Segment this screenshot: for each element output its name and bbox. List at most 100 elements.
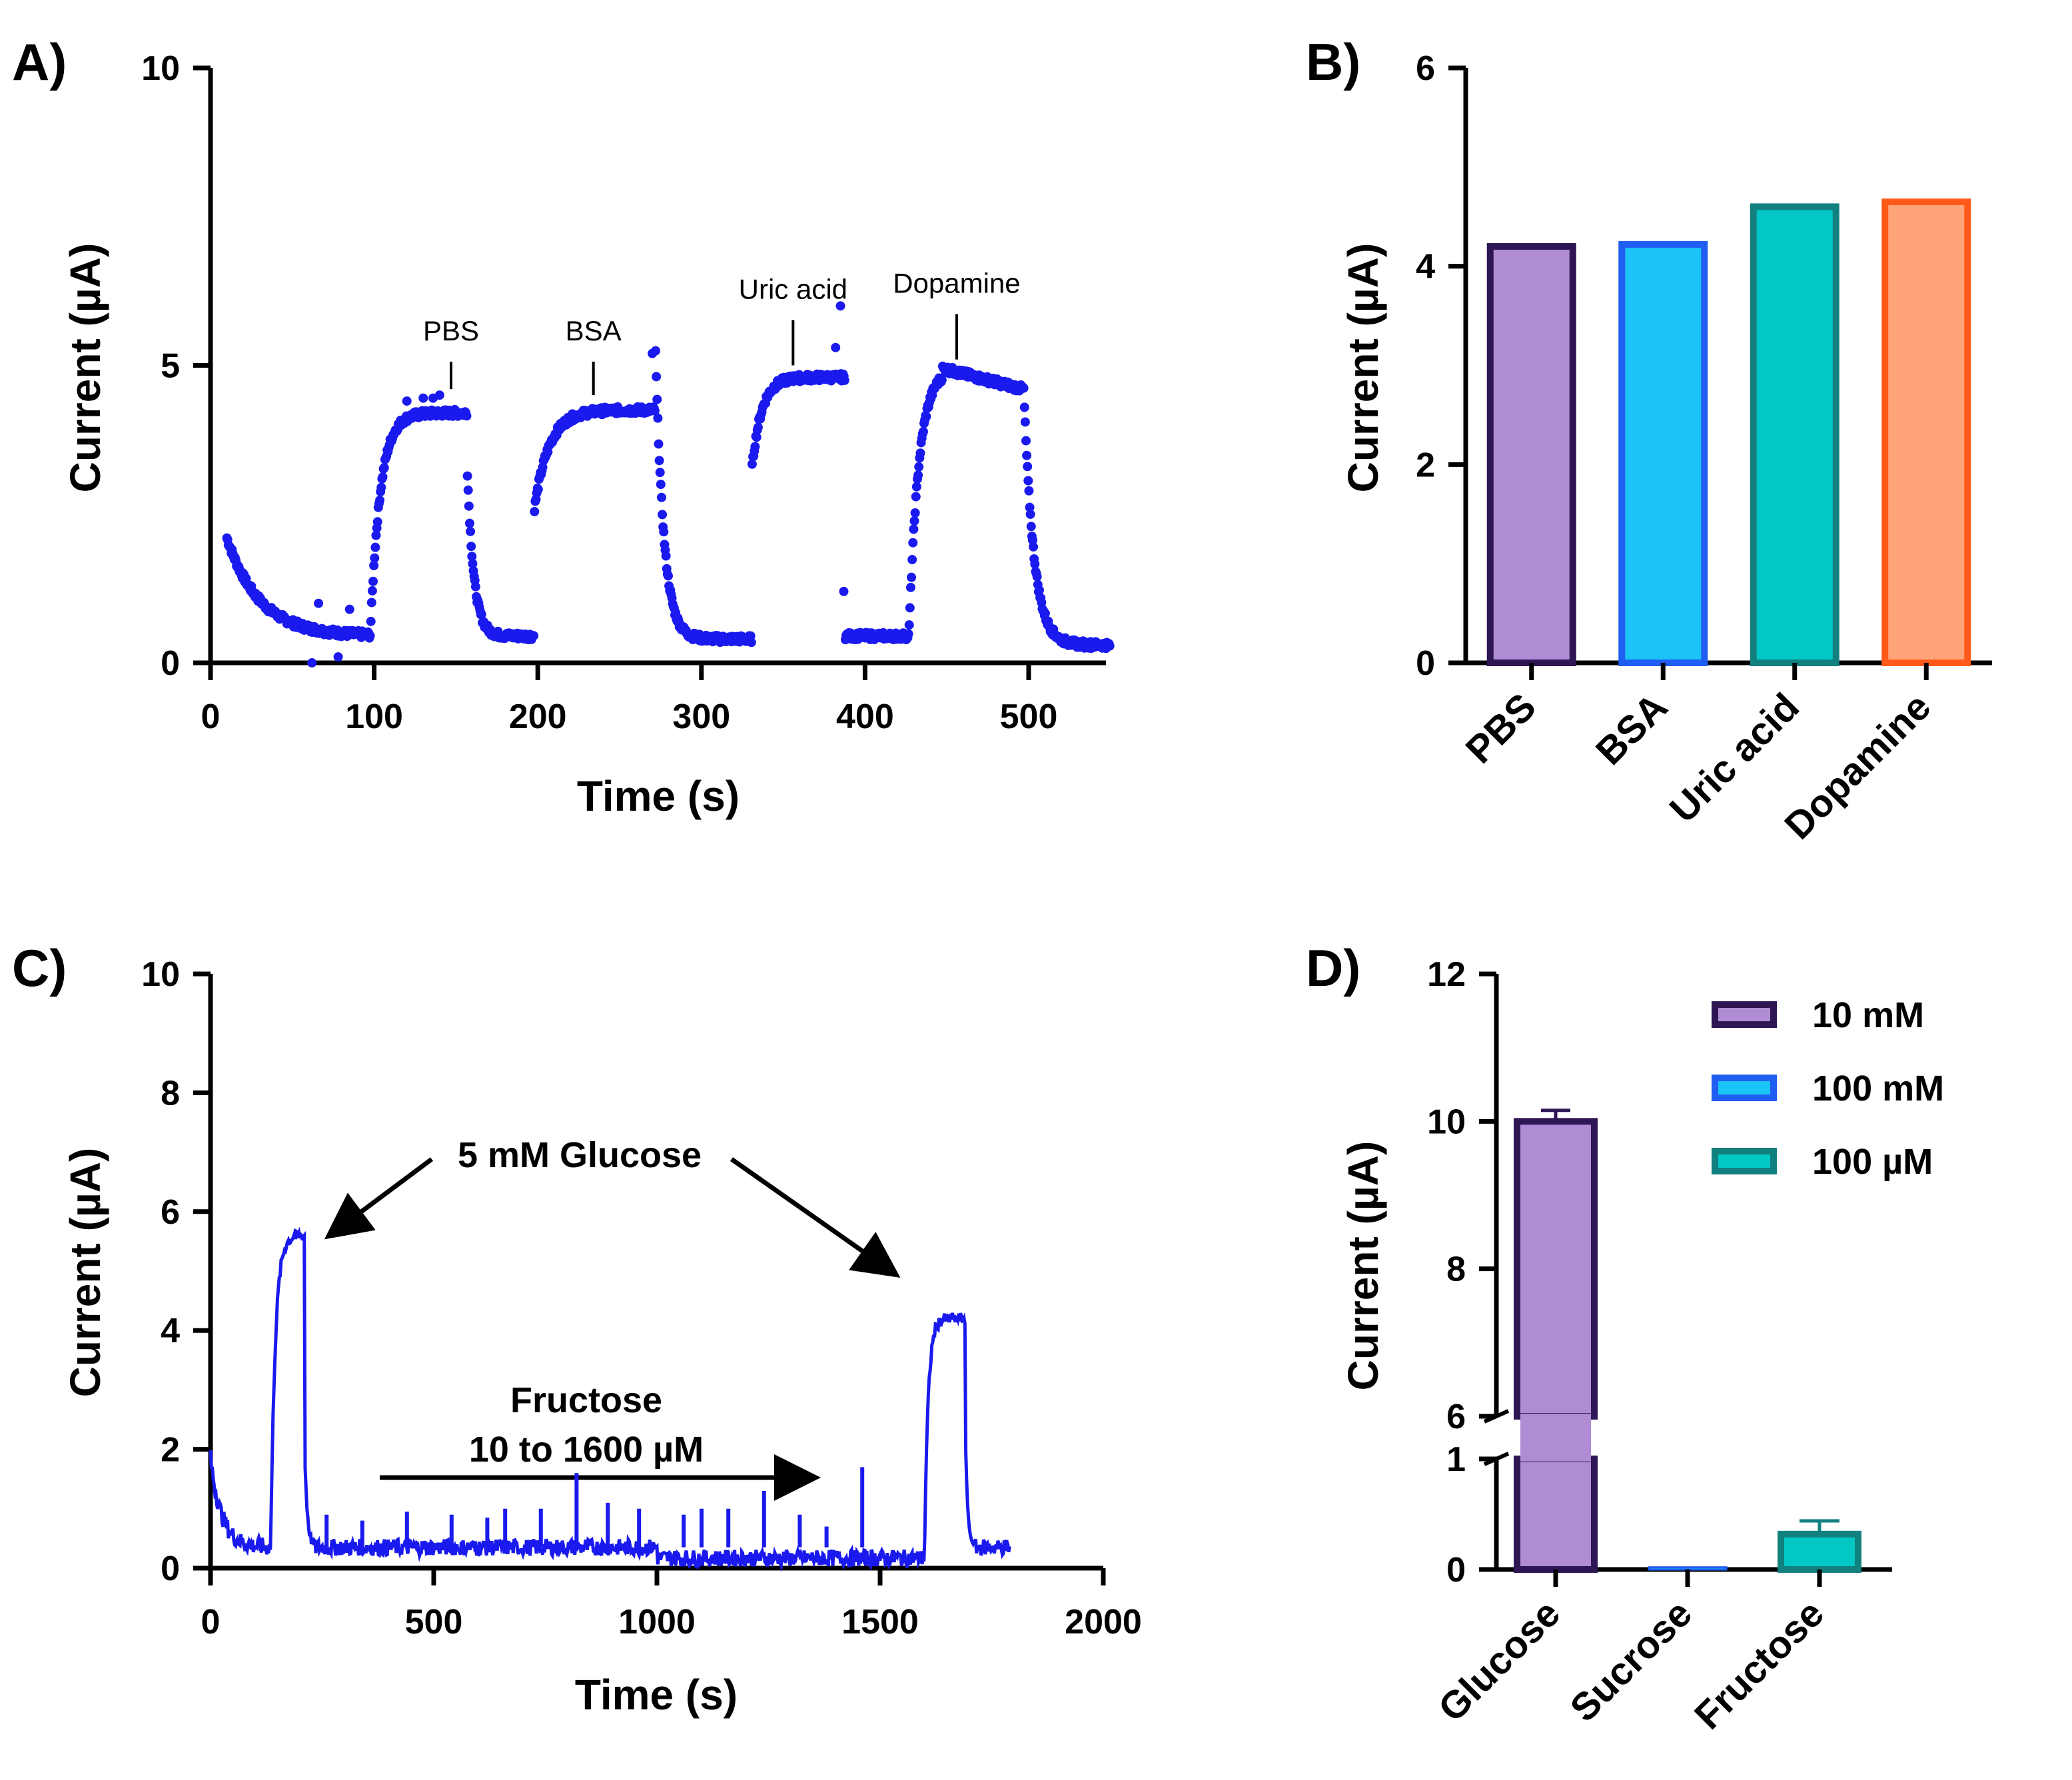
panel-d-bar-upper <box>1514 1118 1598 1420</box>
panel-a-point <box>370 553 380 563</box>
legend-label-100mm: 100 mM <box>1812 1069 1944 1109</box>
panel-a-point <box>533 484 543 494</box>
legend-label-100um: 100 µM <box>1812 1142 1933 1182</box>
panel-a-point <box>466 542 476 552</box>
panel-a-point <box>1105 641 1115 651</box>
panel-b-y-tick-label: 2 <box>1416 446 1435 484</box>
panel-a-x-tick-label: 300 <box>672 697 730 736</box>
panel-a-point <box>314 598 324 608</box>
panel-a-point <box>653 413 663 423</box>
panel-a-point <box>464 518 474 528</box>
panel-a-point <box>1023 462 1033 472</box>
panel-d-y-tick-label: 0 <box>1446 1551 1466 1589</box>
panel-a-x-tick-label: 100 <box>345 697 403 736</box>
panel-d-category-label: Sucrose <box>1562 1591 1700 1730</box>
panel-b-y-tick-label: 4 <box>1416 248 1435 286</box>
panel-d-bar <box>1648 1566 1728 1571</box>
panel-a-point <box>371 530 381 540</box>
panel-b-label: B) <box>1306 33 1360 91</box>
panel-a-y-tick-label: 5 <box>161 347 180 386</box>
panel-a-point <box>307 658 317 668</box>
panel-a-point <box>1020 417 1030 427</box>
panel-a-point <box>466 526 476 536</box>
panel-a-point <box>1023 476 1033 486</box>
panel-a-point <box>908 538 918 548</box>
panel-a-point <box>462 471 472 481</box>
panel-a-point <box>402 396 412 406</box>
panel-a-point <box>911 482 921 492</box>
panel-b-bar <box>1486 242 1576 666</box>
panel-c-arrow-glucose-2 <box>730 1157 901 1278</box>
legend-swatch-100um <box>1712 1148 1777 1174</box>
panel-d-y-tick-label: 12 <box>1427 955 1466 994</box>
legend-swatch-100mm <box>1712 1075 1777 1101</box>
panel-a-point <box>839 586 849 596</box>
panel-a-point <box>1021 436 1031 446</box>
panel-a-point <box>369 560 379 570</box>
panel-a-point <box>344 604 354 614</box>
panel-a-point <box>655 468 665 478</box>
panel-a-point <box>839 375 849 385</box>
panel-a-point <box>937 375 947 385</box>
panel-a-x-tick-label: 0 <box>201 697 221 736</box>
panel-a-point <box>463 485 473 495</box>
panel-a-point <box>747 459 757 469</box>
panel-c-y-tick-label: 6 <box>161 1193 180 1232</box>
panel-a-point <box>910 508 920 518</box>
panel-a-point <box>370 542 380 552</box>
panel-a-point <box>467 552 477 562</box>
panel-b-y-title: Current (µA) <box>1339 243 1387 493</box>
panel-a-point <box>1025 502 1035 512</box>
panel-a-point <box>905 603 915 613</box>
panel-a-point <box>652 372 662 382</box>
panel-a-point <box>903 629 913 639</box>
panel-c-y-tick-label: 10 <box>141 955 180 994</box>
panel-a-point <box>375 496 385 506</box>
panel-a-point <box>663 571 673 581</box>
panel-a-point <box>656 492 666 502</box>
panel-b-y-tick-label: 6 <box>1416 49 1435 88</box>
panel-c-x-title: Time (s) <box>575 1671 738 1719</box>
panel-a-point <box>1019 383 1029 393</box>
legend-swatch-10mm <box>1712 1001 1777 1028</box>
panel-a-point <box>367 586 377 596</box>
panel-d-y-tick-label: 6 <box>1446 1398 1466 1436</box>
panel-a-x-tick-label: 500 <box>1000 697 1058 736</box>
panel-b-category-label: BSA <box>1588 685 1676 773</box>
panel-a-y-title: Current (µA) <box>61 243 109 493</box>
panel-a-point <box>911 492 921 502</box>
panel-c-fructose-range-label: 10 to 1600 µM <box>469 1430 704 1470</box>
panel-a-point <box>468 559 478 569</box>
panel-a-point <box>378 472 388 482</box>
panel-c-glucose-label: 5 mM Glucose <box>458 1135 702 1175</box>
panel-a-point <box>365 631 375 641</box>
panel-a-point <box>905 582 915 592</box>
panel-a-point <box>1032 572 1042 582</box>
panel-a-point <box>913 470 923 480</box>
panel-b-bar <box>1618 240 1708 666</box>
panel-a-point <box>907 572 917 582</box>
panel-a-point <box>333 652 343 662</box>
panel-b-bar <box>1750 203 1839 667</box>
panel-c-y-tick-label: 2 <box>161 1431 180 1470</box>
panel-c-y-tick-label: 8 <box>161 1074 180 1112</box>
panel-a-point <box>915 448 925 458</box>
panel-a-point <box>753 422 763 432</box>
legend-label-10mm: 10 mM <box>1812 995 1924 1035</box>
panel-d-bar-lower <box>1514 1456 1598 1573</box>
panel-a-point <box>372 517 382 527</box>
panel-a-point <box>530 506 540 516</box>
panel-d-category-label: Glucose <box>1430 1591 1568 1730</box>
panel-d-y-tick-label: 10 <box>1427 1103 1466 1141</box>
panel-b-category-label: PBS <box>1458 685 1544 771</box>
panel-a-point <box>464 501 474 511</box>
panel-d-y-tick-label: 1 <box>1446 1440 1466 1479</box>
panel-a-point <box>752 432 762 442</box>
panel-a-point <box>656 480 666 490</box>
panel-c-x-tick-label: 1500 <box>841 1603 919 1641</box>
panel-a-point <box>379 463 389 473</box>
panel-a-x-title: Time (s) <box>577 772 740 820</box>
panel-b-y-tick-label: 0 <box>1416 644 1435 683</box>
panel-a-point <box>907 555 917 565</box>
